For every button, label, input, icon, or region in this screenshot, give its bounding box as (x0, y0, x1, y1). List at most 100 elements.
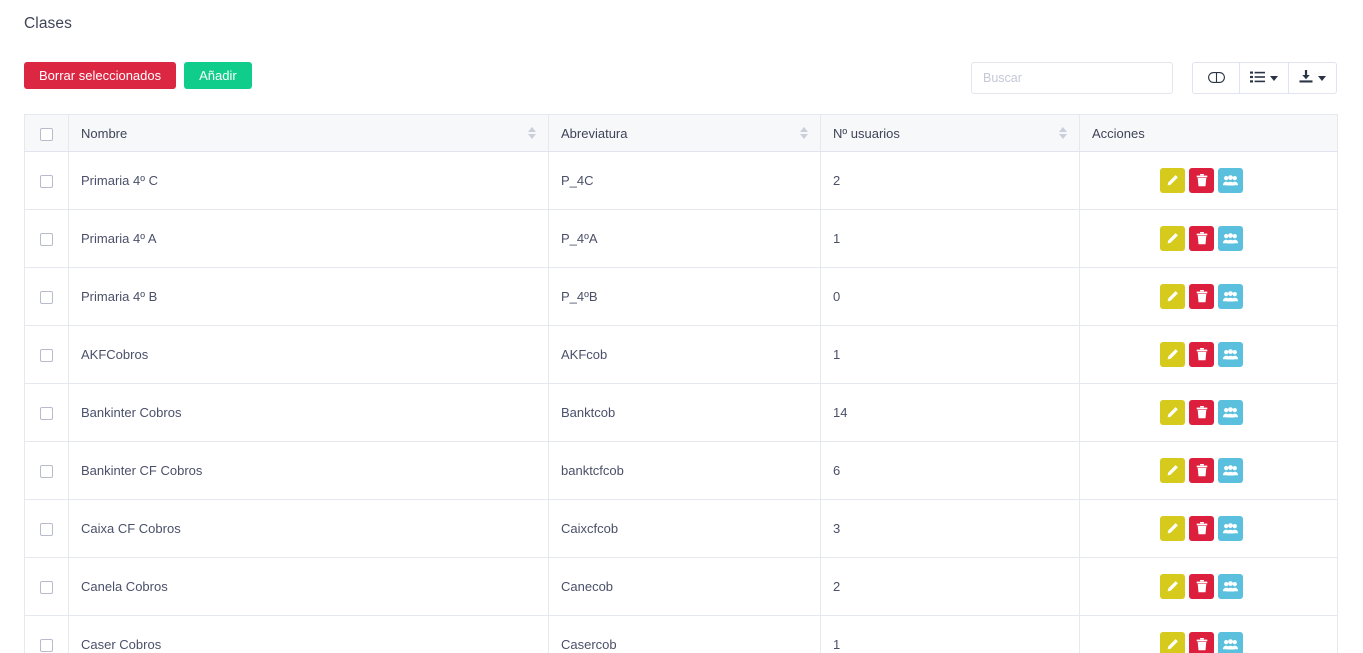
row-select-cell (24, 615, 69, 653)
sort-icon-usuarios[interactable] (1059, 127, 1067, 139)
row-select-cell (24, 267, 69, 326)
cell-text-users: 2 (833, 173, 841, 188)
manage-users-button[interactable] (1218, 574, 1243, 599)
cell-actions (1079, 267, 1338, 326)
delete-row-button[interactable] (1189, 226, 1214, 251)
edit-row-button[interactable] (1160, 400, 1185, 425)
cell-text-name: AKFCobros (81, 347, 149, 362)
cell-users: 3 (820, 499, 1080, 558)
cell-abbr: Canecob (548, 557, 821, 616)
delete-row-button[interactable] (1189, 168, 1214, 193)
table-row: Caixa CF Cobros Caixcfcob 3 (24, 499, 1338, 558)
delete-row-button[interactable] (1189, 284, 1214, 309)
cell-text-users: 1 (833, 637, 841, 652)
edit-row-button[interactable] (1160, 168, 1185, 193)
cell-text-abbr: banktcfcob (561, 463, 624, 478)
row-action-group (1092, 458, 1325, 483)
sort-icon-nombre[interactable] (528, 127, 536, 139)
cell-users: 1 (820, 209, 1080, 268)
cell-users: 2 (820, 557, 1080, 616)
cell-text-name: Primaria 4º C (81, 173, 158, 188)
trash-icon (1196, 638, 1208, 651)
table-row: Primaria 4º C P_4C 2 (24, 151, 1338, 210)
delete-row-button[interactable] (1189, 400, 1214, 425)
delete-row-button[interactable] (1189, 458, 1214, 483)
table-toolbar (971, 62, 1337, 94)
row-checkbox[interactable] (40, 639, 53, 653)
column-header-abreviatura[interactable]: Abreviatura (548, 114, 821, 152)
action-bar: Borrar seleccionados Añadir (24, 62, 252, 89)
cell-name: Primaria 4º B (68, 267, 549, 326)
row-checkbox[interactable] (40, 523, 53, 537)
manage-users-button[interactable] (1218, 226, 1243, 251)
edit-row-button[interactable] (1160, 226, 1185, 251)
select-all-checkbox[interactable] (40, 127, 53, 141)
edit-row-button[interactable] (1160, 284, 1185, 309)
edit-row-button[interactable] (1160, 632, 1185, 653)
edit-row-button[interactable] (1160, 342, 1185, 367)
cell-name: Primaria 4º C (68, 151, 549, 210)
pencil-icon (1166, 464, 1179, 477)
column-label-acciones: Acciones (1092, 125, 1145, 141)
manage-users-button[interactable] (1218, 458, 1243, 483)
row-select-cell (24, 499, 69, 558)
column-header-usuarios[interactable]: Nº usuarios (820, 114, 1080, 152)
row-checkbox[interactable] (40, 291, 53, 305)
trash-icon (1196, 232, 1208, 245)
row-checkbox[interactable] (40, 465, 53, 479)
select-all-header (24, 114, 69, 152)
manage-users-button[interactable] (1218, 284, 1243, 309)
manage-users-button[interactable] (1218, 168, 1243, 193)
manage-users-button[interactable] (1218, 516, 1243, 541)
cell-actions (1079, 499, 1338, 558)
delete-selected-button[interactable]: Borrar seleccionados (24, 62, 177, 89)
pencil-icon (1166, 406, 1179, 419)
cell-text-name: Caser Cobros (81, 637, 162, 652)
delete-row-button[interactable] (1189, 342, 1214, 367)
toggle-view-button[interactable] (1192, 62, 1239, 94)
table-row: Caser Cobros Casercob 1 (24, 615, 1338, 653)
cell-abbr: P_4ºA (548, 209, 821, 268)
row-checkbox[interactable] (40, 407, 53, 421)
row-action-group (1092, 400, 1325, 425)
cell-name: Primaria 4º A (68, 209, 549, 268)
manage-users-button[interactable] (1218, 632, 1243, 653)
columns-button[interactable] (1239, 62, 1288, 94)
delete-row-button[interactable] (1189, 574, 1214, 599)
cell-text-users: 6 (833, 463, 841, 478)
manage-users-button[interactable] (1218, 400, 1243, 425)
table-row: Bankinter Cobros Banktcob 14 (24, 383, 1338, 442)
cell-users: 2 (820, 151, 1080, 210)
users-icon (1223, 639, 1238, 650)
cell-text-name: Bankinter Cobros (81, 405, 182, 420)
export-icon (1299, 70, 1313, 86)
column-label-nombre: Nombre (81, 125, 128, 141)
sort-icon-abreviatura[interactable] (800, 127, 808, 139)
users-icon (1223, 349, 1238, 360)
trash-icon (1196, 290, 1208, 303)
cell-text-abbr: Casercob (561, 637, 617, 652)
pencil-icon (1166, 174, 1179, 187)
edit-row-button[interactable] (1160, 516, 1185, 541)
edit-row-button[interactable] (1160, 458, 1185, 483)
search-input[interactable] (971, 62, 1173, 94)
pencil-icon (1166, 232, 1179, 245)
cell-users: 1 (820, 325, 1080, 384)
delete-row-button[interactable] (1189, 516, 1214, 541)
cell-text-users: 1 (833, 231, 841, 246)
delete-row-button[interactable] (1189, 632, 1214, 653)
cell-name: Canela Cobros (68, 557, 549, 616)
export-button[interactable] (1288, 62, 1337, 94)
edit-row-button[interactable] (1160, 574, 1185, 599)
add-button[interactable]: Añadir (184, 62, 252, 89)
row-checkbox[interactable] (40, 175, 53, 189)
trash-icon (1196, 348, 1208, 361)
page-title: Clases (24, 15, 72, 32)
row-checkbox[interactable] (40, 581, 53, 595)
manage-users-button[interactable] (1218, 342, 1243, 367)
row-checkbox[interactable] (40, 349, 53, 363)
column-header-nombre[interactable]: Nombre (68, 114, 549, 152)
cell-text-users: 1 (833, 347, 841, 362)
row-checkbox[interactable] (40, 233, 53, 247)
